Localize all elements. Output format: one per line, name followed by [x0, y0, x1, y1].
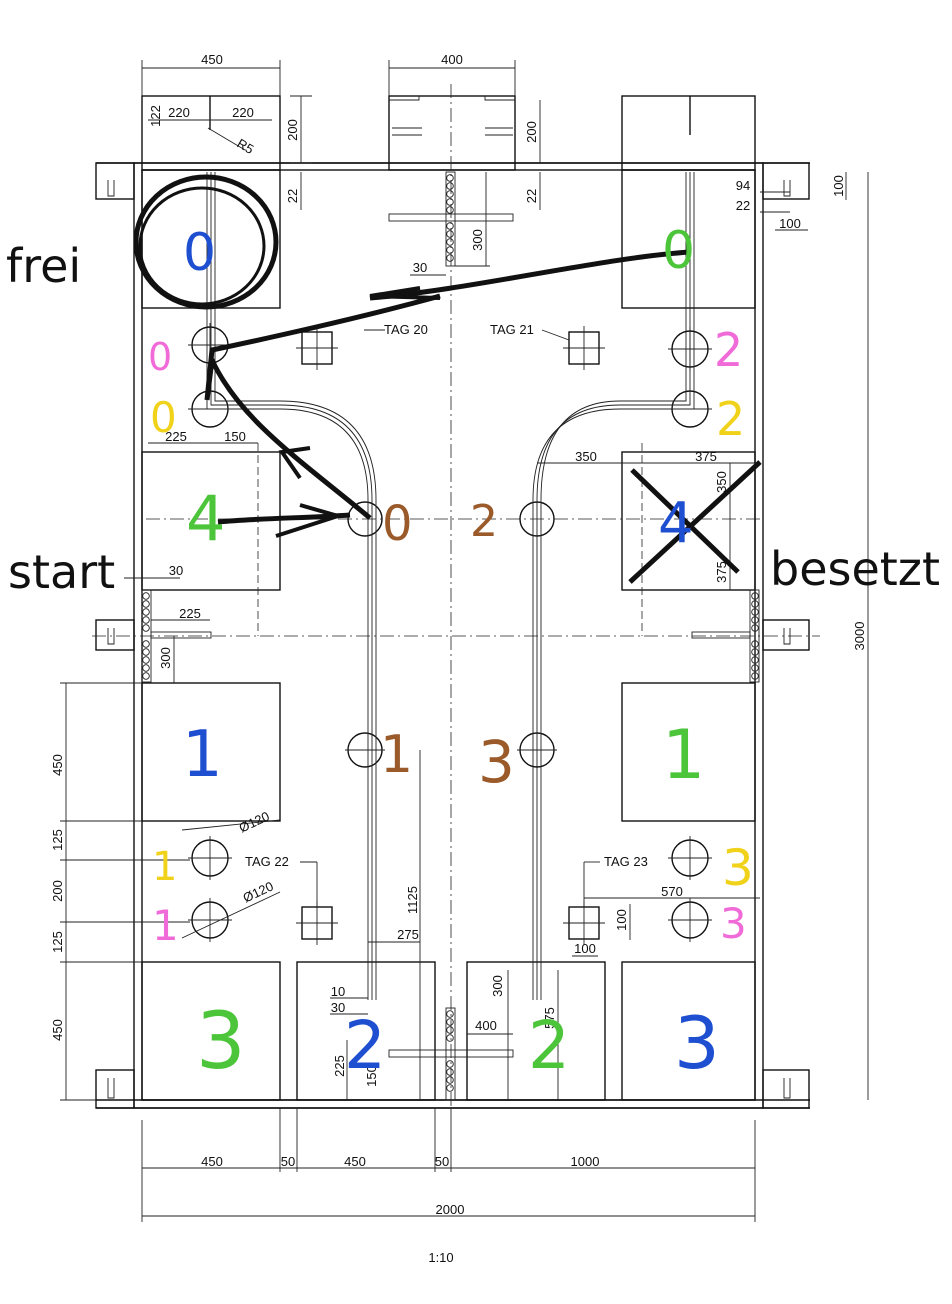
number-yellow-right-2: 2 [716, 392, 745, 446]
dim-575: 575 [542, 1007, 557, 1029]
dim-10: 10 [331, 984, 345, 999]
dim-3000: 3000 [852, 622, 867, 651]
number-green-left-3: 3 [196, 997, 246, 1087]
dim-100-d: 100 [574, 941, 596, 956]
annotation-frei: frei [6, 239, 81, 293]
dim-94: 94 [736, 178, 750, 193]
annotation-start: start [8, 545, 115, 599]
number-blue-right-3: 3 [674, 1001, 720, 1085]
dim-125-left-a: 125 [50, 829, 65, 851]
number-yellow-right-3: 3 [722, 839, 754, 897]
number-top-left-zero: 0 [183, 223, 216, 283]
dim-2000-total: 2000 [436, 1202, 465, 1217]
dimension-lines [60, 60, 869, 1222]
dim-225-c: 225 [332, 1055, 347, 1077]
dim-300-center: 300 [470, 229, 485, 251]
number-top-right-zero: 0 [662, 221, 695, 281]
number-pink-left-0: 0 [148, 335, 172, 379]
tag-20-label: TAG 20 [384, 322, 428, 337]
dim-125-left-b: 125 [50, 931, 65, 953]
number-blue-right-4: 4 [658, 491, 694, 556]
holes [188, 323, 712, 942]
dim-400-b: 400 [475, 1018, 497, 1033]
dim-22-left: 22 [285, 189, 300, 203]
handwritten-numbers: 0 0 0 0 2 2 4 0 2 4 1 1 3 1 1 1 3 3 3 2 … [148, 221, 754, 1087]
number-yellow-left-1: 1 [152, 844, 177, 890]
outer-frame [95, 95, 810, 1109]
number-brown-3: 3 [478, 728, 515, 796]
number-green-right-1: 1 [662, 716, 705, 795]
dim-r5: R5 [235, 136, 257, 157]
dim-220-a: 220 [168, 105, 190, 120]
handwriting-overlay [133, 174, 762, 584]
number-pink-left-1: 1 [152, 901, 179, 950]
dim-30-left: 30 [169, 563, 183, 578]
dim-30-center: 30 [413, 260, 427, 275]
number-pink-right-2: 2 [714, 323, 743, 377]
dim-450-top: 450 [201, 52, 223, 67]
dim-dia-120-b: Ø120 [241, 878, 276, 905]
annotation-besetzt: besetzt [770, 542, 940, 596]
number-brown-1: 1 [380, 725, 413, 785]
dim-150-b: 150 [364, 1065, 379, 1087]
tracks [141, 171, 760, 1101]
tag-21-label: TAG 21 [490, 322, 534, 337]
number-green-center-2: 2 [528, 1007, 570, 1084]
dim-dia-120-a: Ø120 [237, 808, 272, 835]
dim-300-left: 300 [158, 647, 173, 669]
number-pink-right-3: 3 [720, 899, 747, 948]
dim-350-right-v: 350 [714, 471, 729, 493]
dim-1125: 1125 [405, 886, 420, 914]
interior-cells [141, 169, 756, 1101]
number-brown-0: 0 [382, 496, 413, 552]
dim-450-left-b: 450 [50, 1019, 65, 1041]
dimension-labels: 450 400 220 220 122 R5 200 200 22 22 300… [50, 52, 867, 1217]
dim-50-bottom-a: 50 [281, 1154, 295, 1169]
dim-200-center: 200 [524, 121, 539, 143]
dim-400-top: 400 [441, 52, 463, 67]
number-green-left-4: 4 [186, 482, 225, 555]
number-blue-left-1: 1 [182, 718, 223, 792]
dim-22-center: 22 [524, 189, 539, 203]
dim-150-left: 150 [224, 429, 246, 444]
dim-200-left-b: 200 [50, 880, 65, 902]
dim-225-left: 225 [165, 429, 187, 444]
dim-200-left: 200 [285, 119, 300, 141]
dim-450-bottom-b: 450 [344, 1154, 366, 1169]
number-brown-2: 2 [470, 496, 498, 547]
dim-100-c: 100 [614, 909, 629, 931]
dim-300-b: 300 [490, 975, 505, 997]
dim-350-right: 350 [575, 449, 597, 464]
dim-220-b: 220 [232, 105, 254, 120]
dim-100-right-h: 100 [779, 216, 801, 231]
dim-450-bottom-a: 450 [201, 1154, 223, 1169]
dim-122: 122 [148, 105, 163, 127]
dim-275: 275 [397, 927, 419, 942]
dim-30-b: 30 [331, 1000, 345, 1015]
dim-100-right-v: 100 [831, 175, 846, 197]
tag-22-label: TAG 22 [245, 854, 289, 869]
number-yellow-left-0: 0 [150, 393, 177, 442]
tag-labels: TAG 20 TAG 21 TAG 22 TAG 23 [245, 322, 648, 869]
scale-label: 1:10 [428, 1250, 453, 1265]
tag-boxes [296, 326, 605, 945]
tag-23-label: TAG 23 [604, 854, 648, 869]
dim-1000-bottom: 1000 [571, 1154, 600, 1169]
dim-450-left: 450 [50, 754, 65, 776]
dim-225-left-b: 225 [179, 606, 201, 621]
number-blue-center-2: 2 [344, 1007, 386, 1084]
dim-50-bottom-b: 50 [435, 1154, 449, 1169]
dim-375-right-v: 375 [714, 561, 729, 583]
dim-22-right: 22 [736, 198, 750, 213]
dim-570: 570 [661, 884, 683, 899]
dim-375-right: 375 [695, 449, 717, 464]
